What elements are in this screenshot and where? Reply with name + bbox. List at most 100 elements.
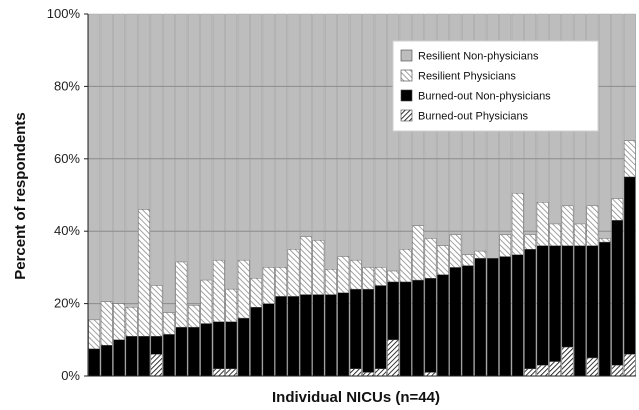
bar-burned-out-non-physicians (275, 296, 286, 376)
bar-burned-out-non-physicians (126, 336, 137, 376)
bar-burned-out-non-physicians (512, 255, 523, 376)
bar-burned-out-non-physicians (500, 257, 511, 376)
bar-burned-out-non-physicians (151, 336, 162, 354)
bar-resilient-physicians (238, 260, 249, 318)
bar-burned-out-non-physicians (338, 293, 349, 376)
bar-burned-out-non-physicians (263, 304, 274, 376)
bar-burned-out-non-physicians (599, 242, 610, 376)
y-tick-label: 100% (47, 6, 81, 21)
bar-burned-out-non-physicians (612, 220, 623, 365)
bar-burned-out-non-physicians (313, 295, 324, 376)
bar-resilient-physicians (89, 320, 100, 349)
y-tick-label: 60% (54, 151, 80, 166)
legend-label-burned-out-non-physicians: Burned-out Non-physicians (418, 91, 551, 103)
bar-resilient-physicians (624, 141, 635, 177)
bar-burned-out-non-physicians (425, 278, 436, 372)
bar-burned-out-non-physicians (176, 327, 187, 376)
x-axis-label: Individual NICUs (n=44) (272, 389, 440, 406)
bar-resilient-physicians (114, 304, 125, 340)
bar-resilient-physicians (549, 224, 560, 246)
bar-resilient-physicians (437, 246, 448, 275)
bar-burned-out-physicians (226, 369, 237, 376)
bar-burned-out-non-physicians (251, 307, 262, 376)
bar-resilient-physicians (612, 199, 623, 221)
bar-resilient-physicians (313, 240, 324, 294)
bar-burned-out-non-physicians (213, 322, 224, 369)
bar-burned-out-non-physicians (388, 282, 399, 340)
bar-burned-out-physicians (388, 340, 399, 376)
bar-burned-out-physicians (350, 369, 361, 376)
bar-burned-out-non-physicians (138, 336, 149, 376)
bar-burned-out-physicians (213, 369, 224, 376)
bar-resilient-physicians (263, 267, 274, 303)
bar-resilient-physicians (201, 280, 212, 323)
bar-resilient-physicians (176, 262, 187, 327)
bar-burned-out-physicians (562, 347, 573, 376)
bar-resilient-physicians (375, 267, 386, 285)
bar-resilient-physicians (388, 271, 399, 282)
bar-resilient-physicians (275, 267, 286, 296)
bar-burned-out-non-physicians (487, 258, 498, 376)
bar-resilient-physicians (450, 235, 461, 268)
bar-burned-out-non-physicians (412, 280, 423, 376)
bar-resilient-physicians (288, 249, 299, 296)
legend-label-resilient-physicians: Resilient Physicians (418, 71, 516, 83)
bar-burned-out-non-physicians (562, 246, 573, 347)
bar-burned-out-non-physicians (101, 345, 112, 376)
bar-resilient-physicians (213, 260, 224, 322)
bar-burned-out-non-physicians (549, 246, 560, 362)
y-axis-label: Percent of respondents (12, 112, 29, 280)
bar-resilient-physicians (338, 257, 349, 293)
bar-burned-out-non-physicians (350, 289, 361, 369)
bar-resilient-physicians (251, 278, 262, 307)
bar-burned-out-physicians (363, 372, 374, 376)
bar-burned-out-non-physicians (475, 258, 486, 376)
bar-resilient-physicians (138, 209, 149, 336)
bar-burned-out-physicians (375, 369, 386, 376)
bar-burned-out-non-physicians (375, 286, 386, 369)
bar-burned-out-non-physicians (226, 322, 237, 369)
bar-burned-out-physicians (587, 358, 598, 376)
bar-resilient-physicians (325, 269, 336, 294)
legend-swatch-resilient-physicians (401, 70, 412, 81)
bar-burned-out-non-physicians (525, 249, 536, 368)
bar-resilient-physicians (412, 226, 423, 280)
bar-resilient-physicians (587, 206, 598, 246)
bar-burned-out-non-physicians (537, 246, 548, 365)
bar-burned-out-non-physicians (188, 327, 199, 376)
bar-burned-out-non-physicians (437, 275, 448, 376)
bar-burned-out-physicians (525, 369, 536, 376)
bar-burned-out-physicians (612, 365, 623, 376)
bar-burned-out-physicians (537, 365, 548, 376)
bar-burned-out-non-physicians (450, 267, 461, 376)
bar-resilient-physicians (525, 235, 536, 249)
bar-burned-out-non-physicians (201, 324, 212, 376)
bar-resilient-physicians (163, 313, 174, 335)
legend-swatch-burned-out-physicians (401, 110, 412, 121)
bar-burned-out-physicians (624, 354, 635, 376)
bar-burned-out-non-physicians (574, 246, 585, 376)
bar-resilient-physicians (400, 249, 411, 282)
y-tick-label: 40% (54, 223, 80, 238)
legend-swatch-resilient-non-physicians (401, 50, 412, 61)
bar-burned-out-non-physicians (363, 289, 374, 372)
y-tick-label: 80% (54, 78, 80, 93)
bar-resilient-physicians (537, 202, 548, 245)
bar-resilient-physicians (101, 302, 112, 345)
bar-resilient-physicians (126, 307, 137, 336)
y-tick-label: 20% (54, 296, 80, 311)
legend-swatch-burned-out-non-physicians (401, 90, 412, 101)
bar-resilient-physicians (512, 193, 523, 255)
bar-burned-out-non-physicians (624, 177, 635, 354)
legend-label-resilient-non-physicians: Resilient Non-physicians (418, 51, 539, 63)
bar-burned-out-non-physicians (89, 349, 100, 376)
bar-resilient-physicians (425, 238, 436, 278)
bar-burned-out-non-physicians (300, 295, 311, 376)
legend: Resilient Non-physicians Resilient Physic… (393, 41, 598, 131)
bar-burned-out-non-physicians (400, 282, 411, 376)
bar-burned-out-non-physicians (325, 295, 336, 376)
bar-resilient-physicians (574, 224, 585, 246)
bar-resilient-physicians (300, 237, 311, 295)
bar-resilient-physicians (350, 260, 361, 289)
